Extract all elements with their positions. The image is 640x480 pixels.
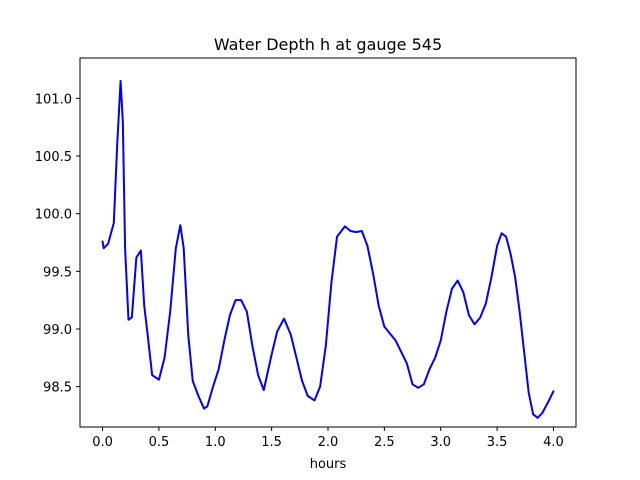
x-tick-label: 2.0 [318, 435, 339, 450]
y-tick-label: 98.5 [43, 381, 72, 396]
x-tick-label: 2.5 [374, 435, 395, 450]
x-axis: 0.0 0.5 1.0 1.5 2.0 2.5 3.0 3.5 4.0 [92, 427, 564, 450]
series-line-water-depth [101, 80, 555, 419]
y-tick-label: 100.5 [35, 150, 72, 165]
x-tick-label: 0.0 [92, 435, 113, 450]
x-tick-label: 1.0 [205, 435, 226, 450]
x-tick-label: 0.5 [149, 435, 170, 450]
x-axis-label: hours [310, 457, 347, 472]
y-tick-label: 99.5 [43, 265, 72, 280]
x-tick-label: 1.5 [261, 435, 282, 450]
x-tick-label: 3.5 [487, 435, 508, 450]
y-axis: 98.5 99.0 99.5 100.0 100.5 101.0 [35, 92, 80, 396]
y-tick-label: 101.0 [35, 92, 72, 107]
chart-title: Water Depth h at gauge 545 [214, 35, 442, 54]
x-tick-label: 3.0 [430, 435, 451, 450]
x-tick-label: 4.0 [543, 435, 564, 450]
plot-area [101, 80, 555, 419]
y-tick-label: 99.0 [43, 323, 72, 338]
y-tick-label: 100.0 [35, 208, 72, 223]
